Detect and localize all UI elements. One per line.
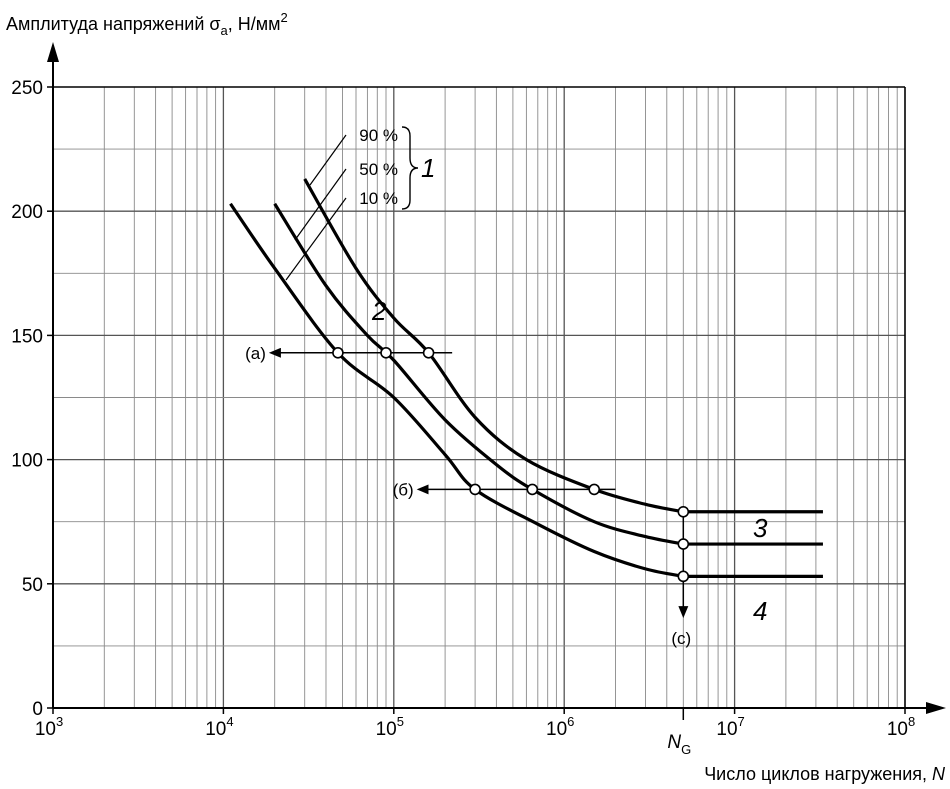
data-marker — [422, 346, 435, 359]
legend-label-90: 90 % — [359, 126, 398, 145]
label-c: (c) — [671, 629, 691, 648]
x-tick-label: 106 — [546, 714, 574, 740]
markers — [332, 346, 690, 583]
region-label-2: 2 — [371, 296, 387, 326]
curves — [229, 178, 823, 578]
x-tick-label: 103 — [35, 714, 63, 740]
data-marker — [332, 346, 344, 359]
x-tick-label: 108 — [887, 714, 915, 740]
x-tick-label: 107 — [716, 714, 744, 740]
data-marker — [380, 346, 392, 359]
curve-10-percent — [229, 202, 823, 578]
legend-leader-line — [285, 197, 347, 281]
axes — [47, 42, 946, 720]
x-tick-label: 105 — [376, 714, 404, 740]
data-marker — [677, 505, 690, 518]
region-label-4: 4 — [753, 596, 767, 626]
legend-brace — [401, 126, 419, 210]
group-label-1: 1 — [421, 153, 435, 183]
x-tick-label: 104 — [205, 714, 233, 740]
labels: 0 50 100 150 200 250 103 104 105 106 107 108 NG Ампли… — [6, 10, 946, 784]
x-axis-title: Число циклов нагружения, N — [704, 764, 946, 784]
legend-label-50: 50 % — [359, 160, 398, 179]
curve-50-percent — [273, 202, 823, 546]
y-tick-label: 150 — [11, 326, 43, 347]
legend-leader-line — [294, 168, 347, 241]
label-a: (a) — [245, 344, 266, 363]
grid — [53, 87, 905, 708]
data-marker — [469, 483, 481, 496]
y-tick-label: 100 — [11, 451, 43, 472]
data-marker — [677, 538, 690, 550]
region-label-3: 3 — [753, 513, 768, 543]
y-tick-label: 250 — [11, 78, 43, 99]
x-axis-arrow — [926, 702, 946, 714]
guide-lines — [268, 126, 689, 619]
plot-frame — [53, 86, 906, 708]
y-axis-arrow — [47, 42, 59, 62]
y-tick-label: 50 — [22, 575, 43, 596]
data-marker — [588, 483, 601, 496]
legend-leader-line — [309, 134, 347, 186]
y-axis-title: Амплитуда напряжений σa, Н/мм2 — [6, 10, 288, 38]
data-marker — [526, 483, 539, 496]
curve-90-percent — [303, 178, 823, 514]
y-tick-label: 0 — [32, 699, 43, 720]
ng-label: NG — [667, 732, 691, 757]
y-tick-label: 200 — [11, 202, 43, 223]
data-marker — [677, 570, 690, 583]
label-b: (б) — [393, 480, 414, 499]
legend-label-10: 10 % — [359, 189, 398, 208]
